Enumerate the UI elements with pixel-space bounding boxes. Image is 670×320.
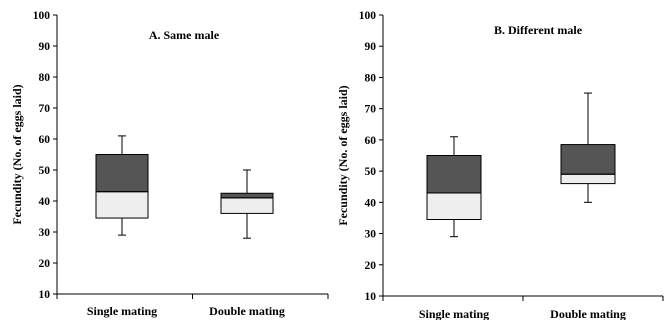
upper-quartile-box xyxy=(220,192,274,199)
y-tick-label: 20 xyxy=(39,258,51,270)
y-tick-label: 80 xyxy=(365,72,377,84)
y-tick-label: 10 xyxy=(39,289,51,301)
y-tick-label: 30 xyxy=(39,227,51,239)
y-tick-label: 80 xyxy=(39,72,51,84)
y-tick-label: 30 xyxy=(365,229,377,241)
upper-quartile-box xyxy=(95,154,149,193)
upper-quartile-box xyxy=(560,144,616,175)
y-tick-label: 60 xyxy=(365,135,377,147)
box-double-mating xyxy=(220,169,274,239)
y-tick-label: 20 xyxy=(365,260,377,272)
y-tick-label: 90 xyxy=(39,41,51,53)
lower-quartile-box xyxy=(220,197,274,214)
lower-quartile-box xyxy=(95,191,149,219)
y-tick-label: 70 xyxy=(39,103,51,115)
panel-a: 10 20 30 40 50 60 70 80 90 100 Single mating Double… xyxy=(10,10,329,318)
y-tick-label: 100 xyxy=(33,10,51,22)
y-axis-title: Fecundity (No. of eggs laid) xyxy=(336,85,350,225)
y-tick-label: 50 xyxy=(39,165,51,177)
box-single-mating xyxy=(95,135,149,236)
y-tick-label: 60 xyxy=(39,134,51,146)
category-label: Double mating xyxy=(550,307,626,320)
box-single-mating xyxy=(426,136,482,238)
category-label: Single mating xyxy=(87,304,157,318)
panel-b: 10 20 30 40 50 60 70 80 90 100 Single mating Double… xyxy=(336,10,664,320)
lower-quartile-box xyxy=(560,173,616,185)
y-tick-label: 70 xyxy=(365,104,377,116)
category-label: Double mating xyxy=(209,304,285,318)
upper-quartile-box xyxy=(426,155,482,194)
y-tick-label: 40 xyxy=(365,197,377,209)
lower-quartile-box xyxy=(426,192,482,221)
y-tick-label: 40 xyxy=(39,196,51,208)
category-label: Single mating xyxy=(419,307,489,320)
y-tick-label: 10 xyxy=(365,291,377,303)
y-tick-label: 90 xyxy=(365,41,377,53)
y-tick-label: 50 xyxy=(365,166,377,178)
box-double-mating xyxy=(560,92,616,203)
y-axis-title: Fecundity (No. of eggs laid) xyxy=(10,84,24,224)
panel-title: A. Same male xyxy=(149,28,220,42)
panel-title: B. Different male xyxy=(494,23,583,37)
y-tick-label: 100 xyxy=(359,10,377,22)
